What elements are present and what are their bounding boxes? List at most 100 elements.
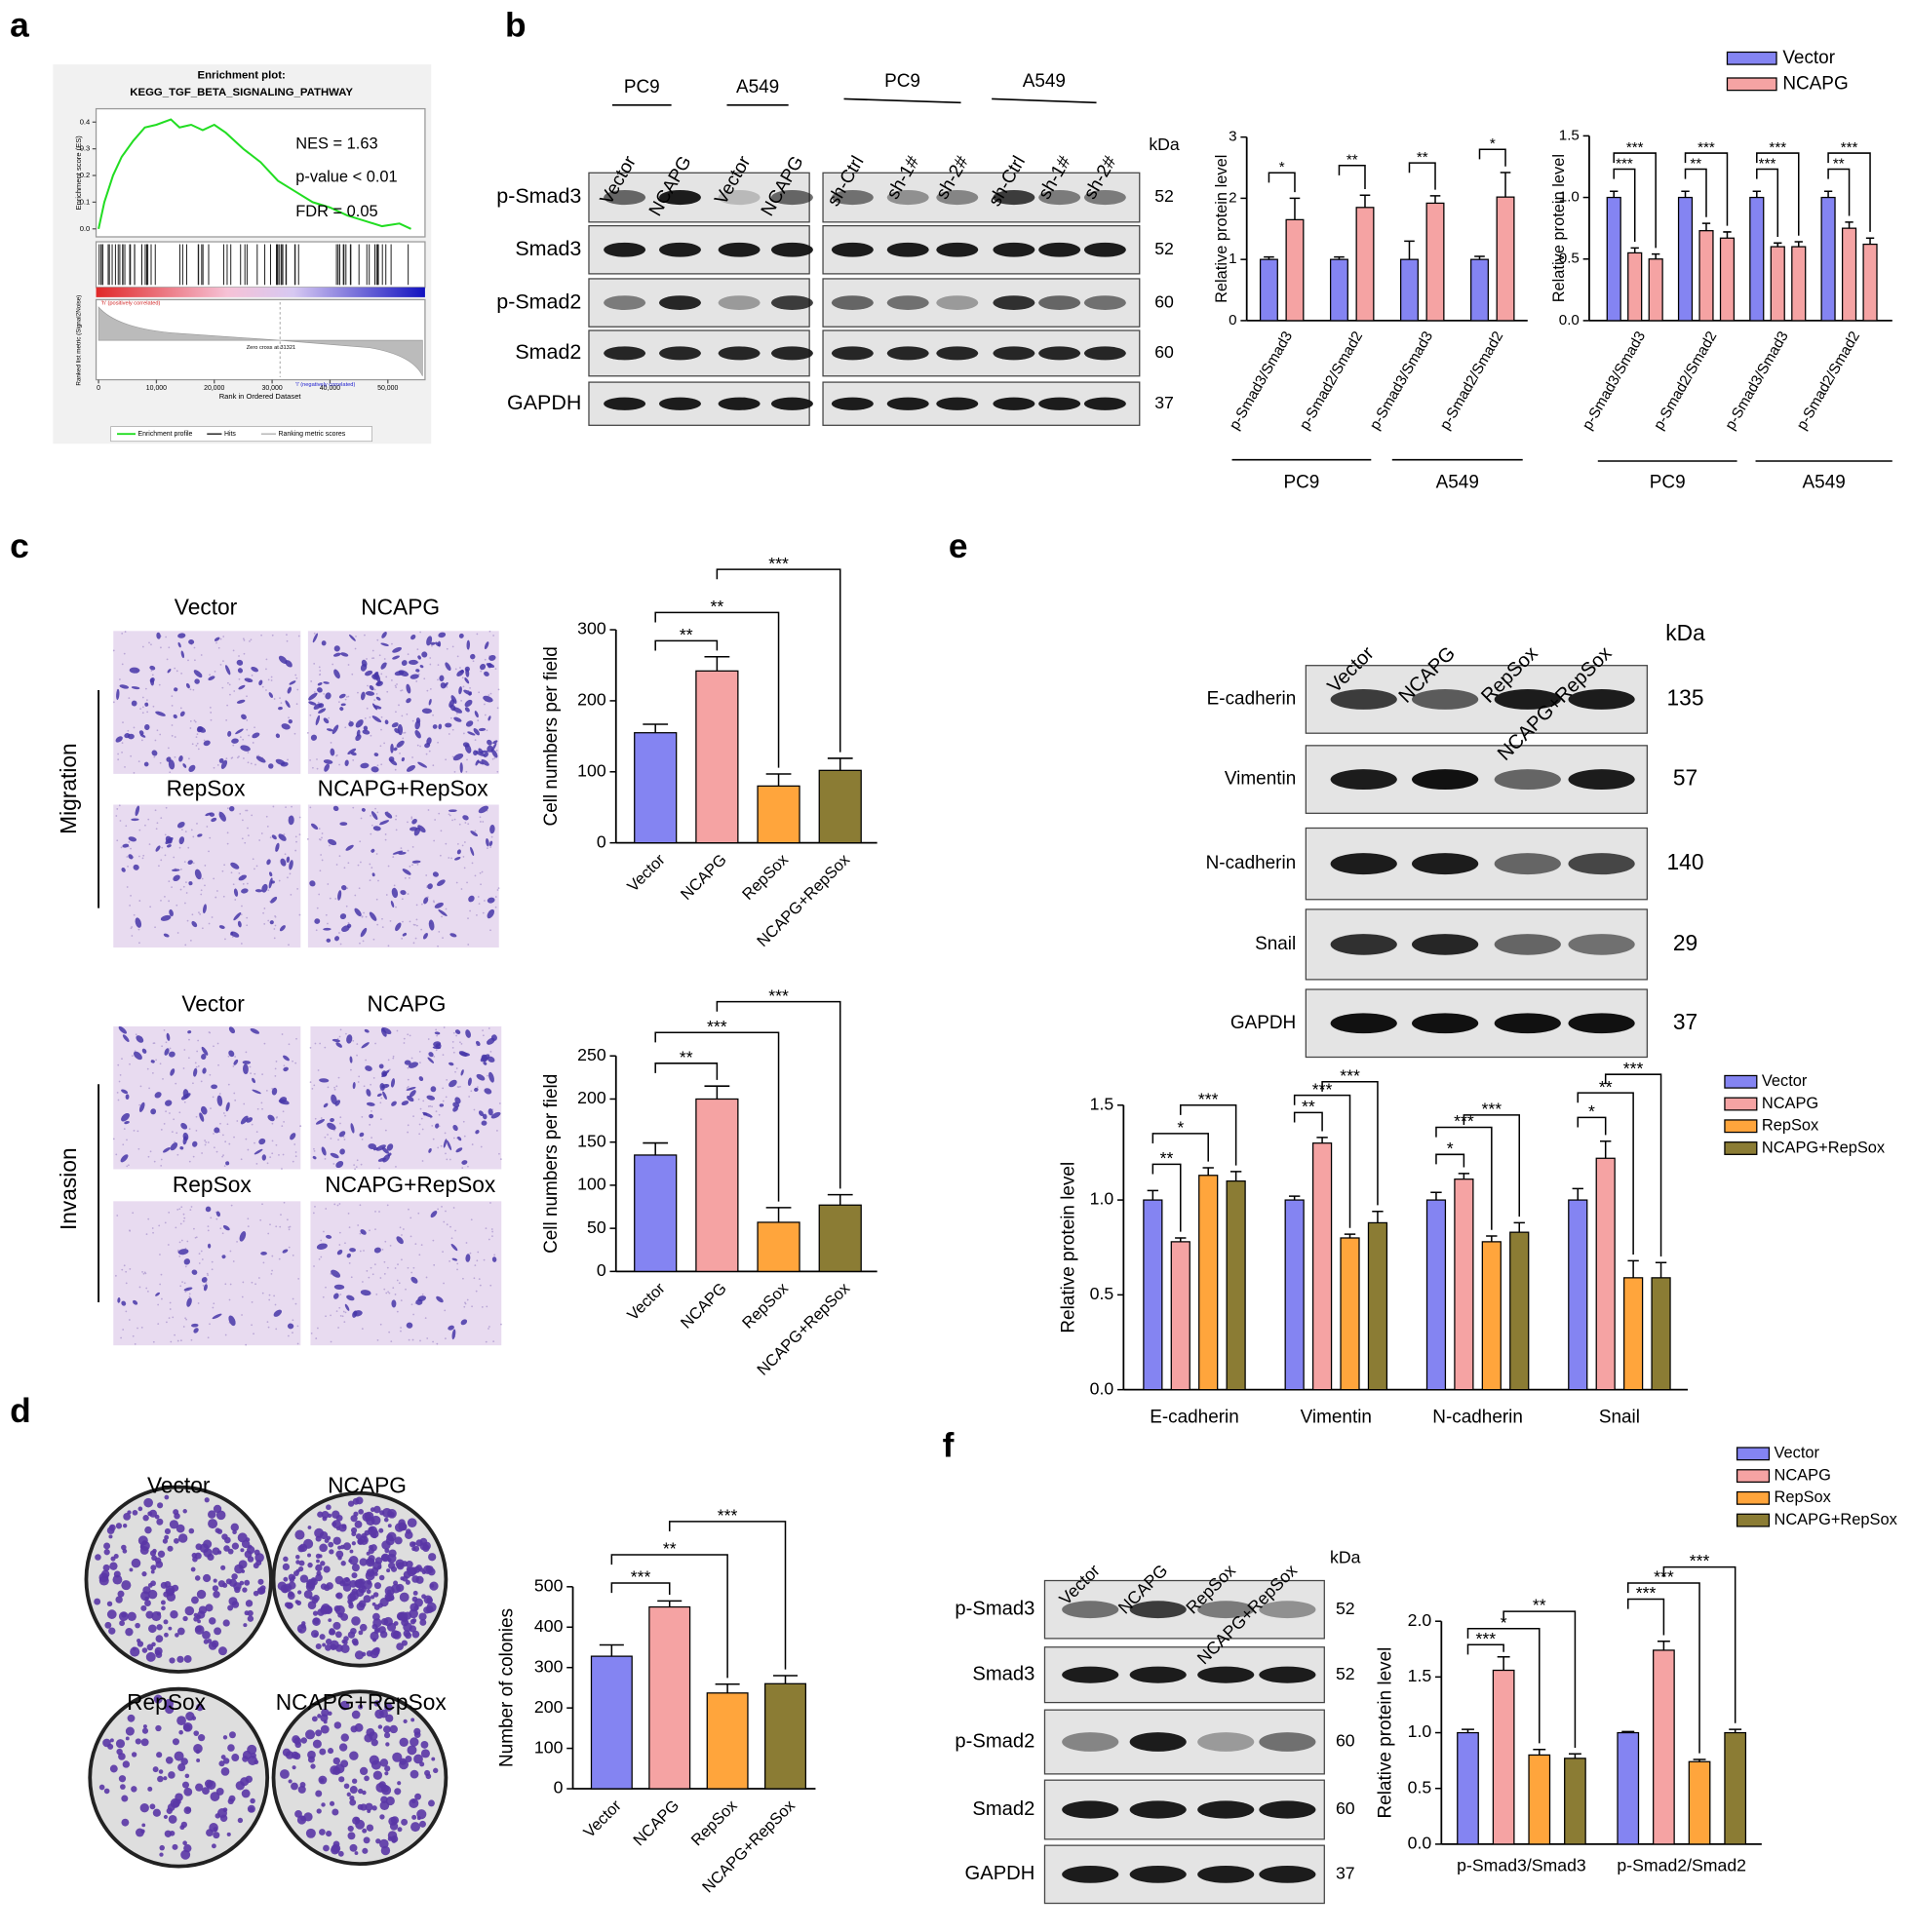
colony <box>191 1567 196 1572</box>
pore <box>363 940 365 942</box>
pore <box>454 1071 456 1073</box>
colony <box>196 1758 200 1762</box>
pore <box>259 1219 261 1221</box>
colony <box>387 1509 397 1519</box>
pore <box>376 899 378 901</box>
pore <box>140 1085 142 1087</box>
pore <box>446 908 448 910</box>
colony <box>157 1502 163 1508</box>
pore <box>495 668 497 670</box>
pore <box>490 693 492 695</box>
colony <box>413 1728 420 1735</box>
pore <box>205 1141 207 1143</box>
pore <box>184 1291 186 1293</box>
bar <box>1199 1176 1218 1390</box>
pore <box>447 1223 449 1225</box>
colony <box>369 1731 377 1740</box>
cell <box>445 723 451 728</box>
bar <box>1529 1755 1549 1843</box>
pore <box>246 917 248 919</box>
pore <box>452 729 454 731</box>
colony <box>137 1641 143 1646</box>
pore <box>224 938 226 940</box>
pore <box>409 877 410 879</box>
colony <box>324 1565 331 1572</box>
pore <box>132 1055 134 1057</box>
pore <box>390 1245 392 1247</box>
bar <box>1771 247 1784 321</box>
pore <box>371 1267 372 1269</box>
pore <box>416 904 418 906</box>
colony <box>357 1603 366 1611</box>
image-label: NCAPG <box>368 990 447 1016</box>
pore <box>414 1243 416 1245</box>
pore <box>275 1075 277 1077</box>
colony <box>257 1579 263 1585</box>
pore <box>276 1144 278 1146</box>
colony <box>183 1788 192 1797</box>
pore <box>456 1067 458 1069</box>
pore <box>183 886 185 888</box>
pore <box>231 871 233 873</box>
pore <box>231 757 233 759</box>
pore <box>265 668 267 670</box>
pore <box>227 807 229 809</box>
pore <box>115 815 117 817</box>
colony <box>247 1546 254 1554</box>
colony <box>177 1763 185 1771</box>
pore <box>438 664 440 666</box>
pore <box>185 1319 187 1321</box>
pore <box>119 1081 121 1083</box>
pore <box>380 1324 382 1326</box>
pore <box>239 678 241 680</box>
colony <box>424 1545 428 1549</box>
pore <box>364 1085 366 1087</box>
pore <box>285 806 287 808</box>
colony <box>150 1580 156 1586</box>
pore <box>205 1144 207 1146</box>
pore <box>496 771 498 773</box>
pore <box>488 1239 490 1241</box>
colony <box>320 1778 325 1783</box>
pore <box>450 717 452 719</box>
pore <box>452 645 454 647</box>
pore <box>428 809 430 811</box>
pore <box>360 1251 362 1253</box>
colony <box>287 1603 293 1608</box>
pore <box>351 1276 353 1278</box>
x-tick-label: 30,000 <box>261 385 282 392</box>
colony <box>231 1573 238 1580</box>
band <box>1259 1800 1315 1818</box>
pore <box>197 733 199 735</box>
pore <box>236 1120 238 1122</box>
colony <box>103 1542 110 1549</box>
colony <box>381 1618 388 1625</box>
pore <box>382 926 384 928</box>
pore <box>214 1146 215 1148</box>
pore <box>275 925 277 927</box>
pore <box>372 650 374 652</box>
colony <box>384 1518 389 1523</box>
band <box>1197 1667 1254 1683</box>
pore <box>324 1047 326 1049</box>
pore <box>408 1067 410 1069</box>
pore <box>347 862 349 864</box>
protein-label: GAPDH <box>965 1863 1035 1884</box>
pore <box>362 1328 364 1330</box>
cell <box>465 667 470 672</box>
pore <box>264 1043 266 1045</box>
pore <box>470 1090 472 1092</box>
colony <box>334 1605 341 1612</box>
pore <box>227 1123 229 1125</box>
colony <box>371 1507 375 1512</box>
pore <box>463 1121 465 1123</box>
colony <box>316 1643 322 1649</box>
pos-label: 'h' (positively correlated) <box>101 301 161 307</box>
y-tick-label: 0.5 <box>1090 1284 1114 1303</box>
pore <box>254 1073 255 1075</box>
colony <box>400 1593 410 1603</box>
pore <box>275 1304 277 1306</box>
pore <box>336 864 338 866</box>
pore <box>269 1223 271 1225</box>
pore <box>158 1225 160 1227</box>
